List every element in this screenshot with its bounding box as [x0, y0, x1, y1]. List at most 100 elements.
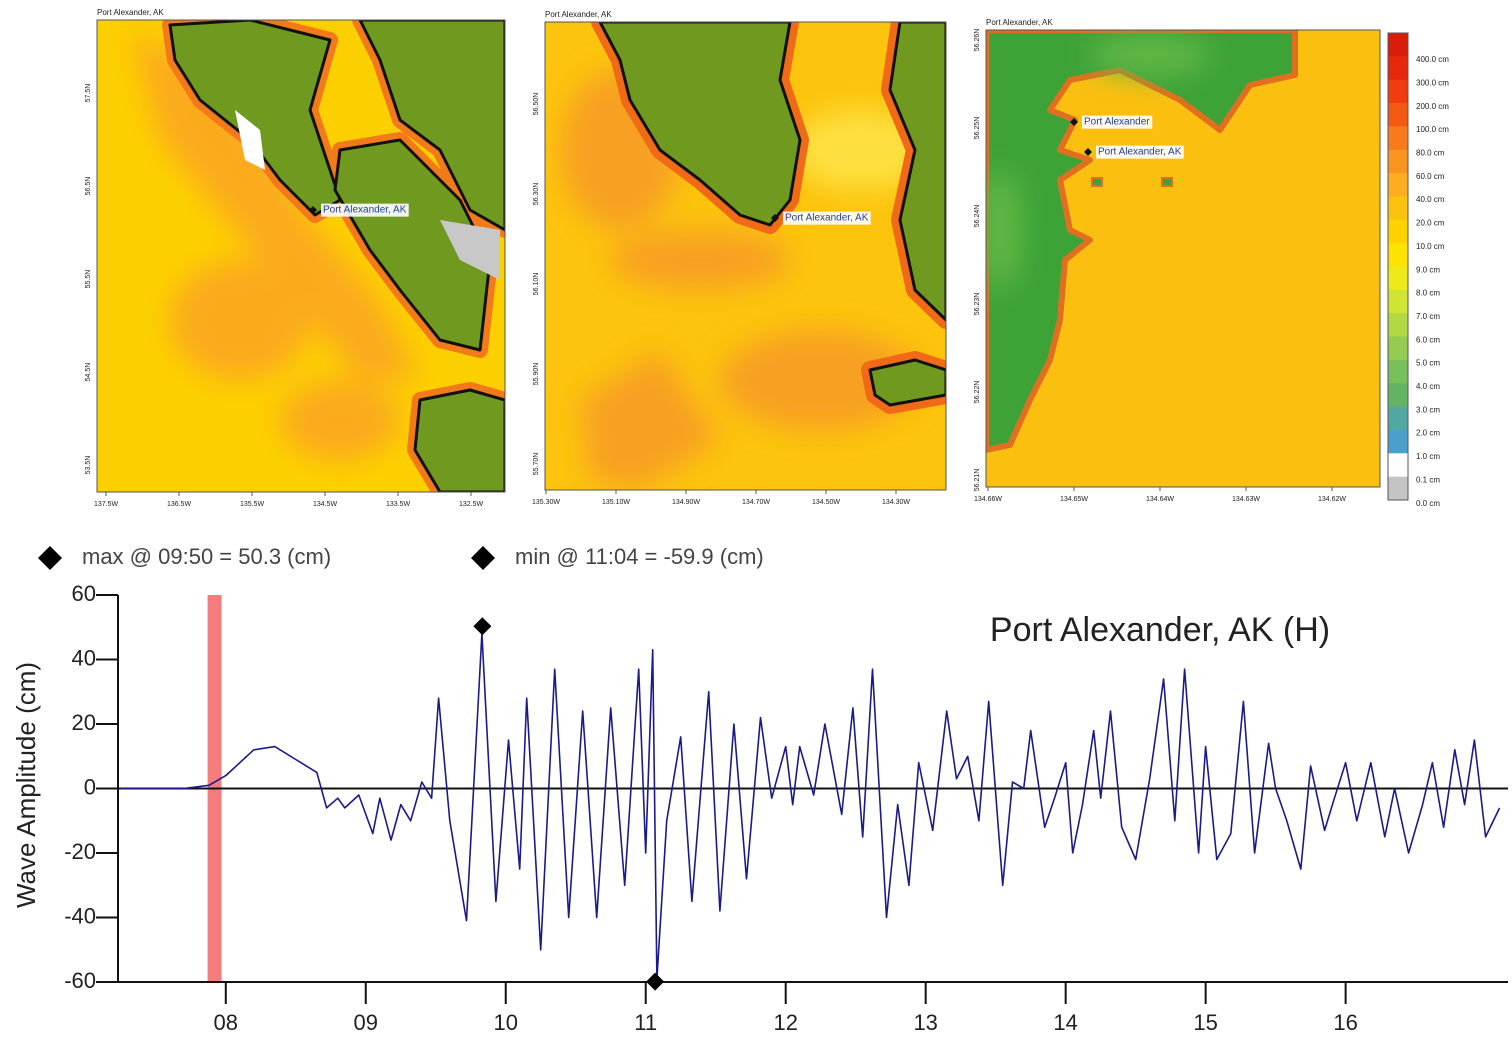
x-tick-label: 16 — [1333, 1010, 1357, 1035]
y-axis-label: Wave Amplitude (cm) — [11, 662, 41, 908]
colorbar-label: 6.0 cm — [1416, 335, 1440, 344]
map-lon-label: 133.5W — [386, 501, 411, 508]
colorbar-segment — [1388, 476, 1408, 501]
map-lon-label: 134.70W — [742, 499, 770, 506]
map-lat-label: 56.23N — [974, 293, 981, 316]
map-lon-label: 135.10W — [602, 499, 630, 506]
station-label-bg — [1082, 115, 1153, 129]
y-tick-label: 60 — [72, 581, 96, 606]
colorbar-segment — [1388, 149, 1408, 174]
map-lon-label: 134.63W — [1232, 496, 1260, 503]
map-lon-label: 134.50W — [812, 499, 840, 506]
station-label-bg — [321, 203, 409, 217]
x-tick-label: 12 — [773, 1010, 797, 1035]
map-lat-label: 55.70N — [533, 453, 540, 476]
map-lon-label: 135.30W — [532, 499, 560, 506]
annotation: min @ 11:04 = -59.9 (cm) — [515, 544, 764, 569]
colorbar-segment — [1388, 196, 1408, 221]
station-marker — [309, 206, 317, 214]
colorbar-label: 2.0 cm — [1416, 429, 1440, 438]
map-lat-label: 53.5N — [85, 456, 92, 475]
colorbar-label: 100.0 cm — [1416, 125, 1449, 134]
colorbar-segment — [1388, 406, 1408, 431]
map-title: Port Alexander, AK — [545, 10, 612, 19]
annotation-marker — [38, 546, 62, 570]
map-lon-label: 134.64W — [1146, 496, 1174, 503]
colorbar-segment — [1388, 103, 1408, 127]
time-series: Port Alexander, AK (H) Wave Amplitude (c… — [11, 544, 1508, 1035]
colorbar-label: 200.0 cm — [1416, 102, 1449, 111]
colorbar-label: 0.1 cm — [1416, 475, 1440, 484]
annotation: max @ 09:50 = 50.3 (cm) — [82, 544, 331, 569]
extreme-marker — [646, 972, 665, 991]
map-3 — [986, 30, 1380, 487]
colorbar-label: 60.0 cm — [1416, 172, 1445, 181]
colorbar-label: 5.0 cm — [1416, 359, 1440, 368]
map-lat-label: 56.26N — [974, 29, 981, 52]
extreme-marker — [473, 617, 492, 636]
station-marker — [1084, 148, 1092, 156]
colorbar-segment — [1388, 383, 1408, 408]
colorbar-label: 0.0 cm — [1416, 499, 1440, 508]
colorbar-segment — [1388, 313, 1408, 338]
map-lon-label: 136.5W — [167, 501, 192, 508]
colorbar-segment — [1388, 289, 1408, 314]
map-title: Port Alexander, AK — [986, 18, 1053, 27]
map-lat-label: 56.25N — [974, 117, 981, 140]
station-marker — [1070, 118, 1078, 126]
colorbar-label: 4.0 cm — [1416, 382, 1440, 391]
map-lat-label: 57.5N — [85, 84, 92, 103]
colorbar-segment — [1388, 359, 1408, 384]
x-tick-label: 14 — [1053, 1010, 1077, 1035]
station-label-bg — [1096, 145, 1184, 159]
station-label: Port Alexander, AK — [785, 213, 869, 224]
y-tick-label: -20 — [64, 839, 96, 864]
colorbar-segment — [1388, 79, 1408, 104]
station-label: Port Alexander, AK — [1098, 147, 1182, 158]
map-lat-label: 56.24N — [974, 205, 981, 228]
station-label: Port Alexander, AK — [323, 205, 407, 216]
colorbar-label: 20.0 cm — [1416, 219, 1445, 228]
colorbar-segment — [1388, 453, 1408, 478]
map-lat-label: 56.22N — [974, 381, 981, 404]
x-tick-label: 15 — [1193, 1010, 1217, 1035]
colorbar-frame — [1387, 32, 1409, 501]
map-lat-label: 56.50N — [533, 93, 540, 116]
y-tick-label: 40 — [72, 645, 96, 670]
colorbar-segment — [1388, 173, 1408, 197]
map-lat-label: 55.5N — [85, 270, 92, 289]
map-lat-label: 56.30N — [533, 183, 540, 206]
colorbar-segment — [1388, 219, 1408, 244]
map-1 — [97, 20, 505, 492]
colorbar-label: 300.0 cm — [1416, 78, 1449, 87]
map-lon-label: 134.62W — [1318, 496, 1346, 503]
x-tick-label: 08 — [214, 1010, 238, 1035]
y-tick-label: 20 — [72, 710, 96, 735]
map-lat-label: 56.21N — [974, 469, 981, 492]
station-label: Port Alexander — [1084, 117, 1150, 128]
map-lon-label: 134.65W — [1060, 496, 1088, 503]
map-lon-label: 134.66W — [974, 496, 1002, 503]
map-lon-label: 137.5W — [94, 501, 119, 508]
colorbar-segment — [1388, 429, 1408, 454]
map-frame — [544, 21, 947, 491]
colorbar-segment — [1388, 56, 1408, 81]
map-lat-label: 56.5N — [85, 177, 92, 196]
colorbar-label: 8.0 cm — [1416, 289, 1440, 298]
colorbar-segment — [1388, 243, 1408, 267]
map-lon-label: 134.30W — [882, 499, 910, 506]
colorbar-label: 1.0 cm — [1416, 452, 1440, 461]
station-marker — [771, 214, 779, 222]
x-tick-label: 11 — [634, 1010, 657, 1035]
colorbar-segment — [1388, 266, 1408, 291]
colorbar-segment — [1388, 126, 1408, 151]
map-frame — [96, 19, 506, 493]
map-lon-label: 134.5W — [313, 501, 338, 508]
colorbar-segment — [1388, 336, 1408, 361]
y-tick-label: -60 — [64, 968, 96, 993]
x-tick-label: 10 — [494, 1010, 518, 1035]
map-frame — [985, 29, 1381, 488]
colorbar-label: 400.0 cm — [1416, 55, 1449, 64]
colorbar-label: 3.0 cm — [1416, 405, 1440, 414]
